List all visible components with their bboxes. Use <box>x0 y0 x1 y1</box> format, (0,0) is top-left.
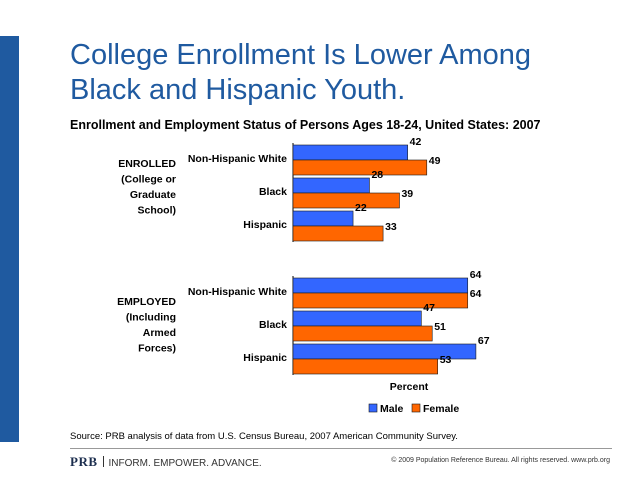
footer-divider <box>70 448 612 449</box>
bar-chart: ENROLLED (College or Graduate School) Non-Hi… <box>117 136 490 415</box>
enrolled-data-label-hispanic-male: 22 <box>355 202 367 214</box>
slide-title: College Enrollment Is Lower Among Black … <box>70 38 610 108</box>
brand-tagline: INFORM. EMPOWER. ADVANCE. <box>108 458 262 469</box>
enrolled-bar-black-female <box>292 192 400 209</box>
employed-data-label-black-female: 51 <box>434 321 446 333</box>
enrolled-category-label-black: Black <box>259 186 287 198</box>
enrolled-bar-non-hispanic-white-female <box>292 159 428 176</box>
employed-data-label-hispanic-female: 53 <box>440 354 452 366</box>
enrolled-category-label-hispanic: Hispanic <box>243 219 287 231</box>
employed-category-label-non-hispanic-white: Non-Hispanic White <box>188 286 287 298</box>
enrolled-group-label: School) <box>138 205 177 217</box>
enrolled-bar-hispanic-male <box>292 210 354 227</box>
legend-swatch-male <box>368 403 378 413</box>
enrolled-group-label: (College or <box>121 174 176 186</box>
employed-bar-black-female <box>292 325 433 342</box>
employed-data-label-hispanic-male: 67 <box>478 335 490 347</box>
employed-data-label-black-male: 47 <box>423 302 435 314</box>
enrolled-data-label-non-hispanic-white-female: 49 <box>429 155 441 167</box>
enrolled-data-label-non-hispanic-white-male: 42 <box>410 136 422 148</box>
brand-logo: PRB <box>70 454 98 469</box>
enrolled-category-label-non-hispanic-white: Non-Hispanic White <box>188 153 287 165</box>
enrolled-bar-non-hispanic-white-male <box>292 144 408 161</box>
enrolled-data-label-black-female: 39 <box>401 188 413 200</box>
employed-group-label: (Including <box>126 312 176 324</box>
enrolled-bar-black-male <box>292 177 370 194</box>
employed-bar-black-male <box>292 310 422 327</box>
employed-category-label-hispanic: Hispanic <box>243 352 287 364</box>
enrolled-data-label-hispanic-female: 33 <box>385 221 397 233</box>
enrolled-group-label: Graduate <box>130 189 176 201</box>
chart-title: Enrollment and Employment Status of Pers… <box>70 118 541 132</box>
legend-label-female: Female <box>423 403 459 415</box>
footer-brand: PRB INFORM. EMPOWER. ADVANCE. <box>70 454 262 470</box>
employed-category-label-black: Black <box>259 319 287 331</box>
title-line-2: Black and Hispanic Youth. <box>70 74 406 106</box>
employed-group-label: Armed <box>143 327 176 339</box>
employed-group-label: EMPLOYED <box>117 296 176 308</box>
legend-label-male: Male <box>380 403 404 415</box>
x-axis-label: Percent <box>390 381 429 393</box>
enrolled-bar-hispanic-female <box>292 225 384 242</box>
brand-separator <box>102 456 104 467</box>
employed-bar-non-hispanic-white-male <box>292 277 469 294</box>
employed-group-label: Forces) <box>138 343 176 355</box>
title-line-1: College Enrollment Is Lower Among <box>70 39 532 71</box>
employed-data-label-non-hispanic-white-female: 64 <box>470 288 482 300</box>
source-note: Source: PRB analysis of data from U.S. C… <box>70 431 458 442</box>
copyright-notice: © 2009 Population Reference Bureau. All … <box>391 457 610 464</box>
employed-bar-hispanic-female <box>292 358 438 375</box>
employed-data-label-non-hispanic-white-male: 64 <box>470 269 482 281</box>
enrolled-data-label-black-male: 28 <box>371 169 383 181</box>
enrolled-group-label: ENROLLED <box>118 158 176 170</box>
employed-bar-non-hispanic-white-female <box>292 292 469 309</box>
legend-swatch-female <box>411 403 421 413</box>
side-accent-bar <box>0 36 19 442</box>
